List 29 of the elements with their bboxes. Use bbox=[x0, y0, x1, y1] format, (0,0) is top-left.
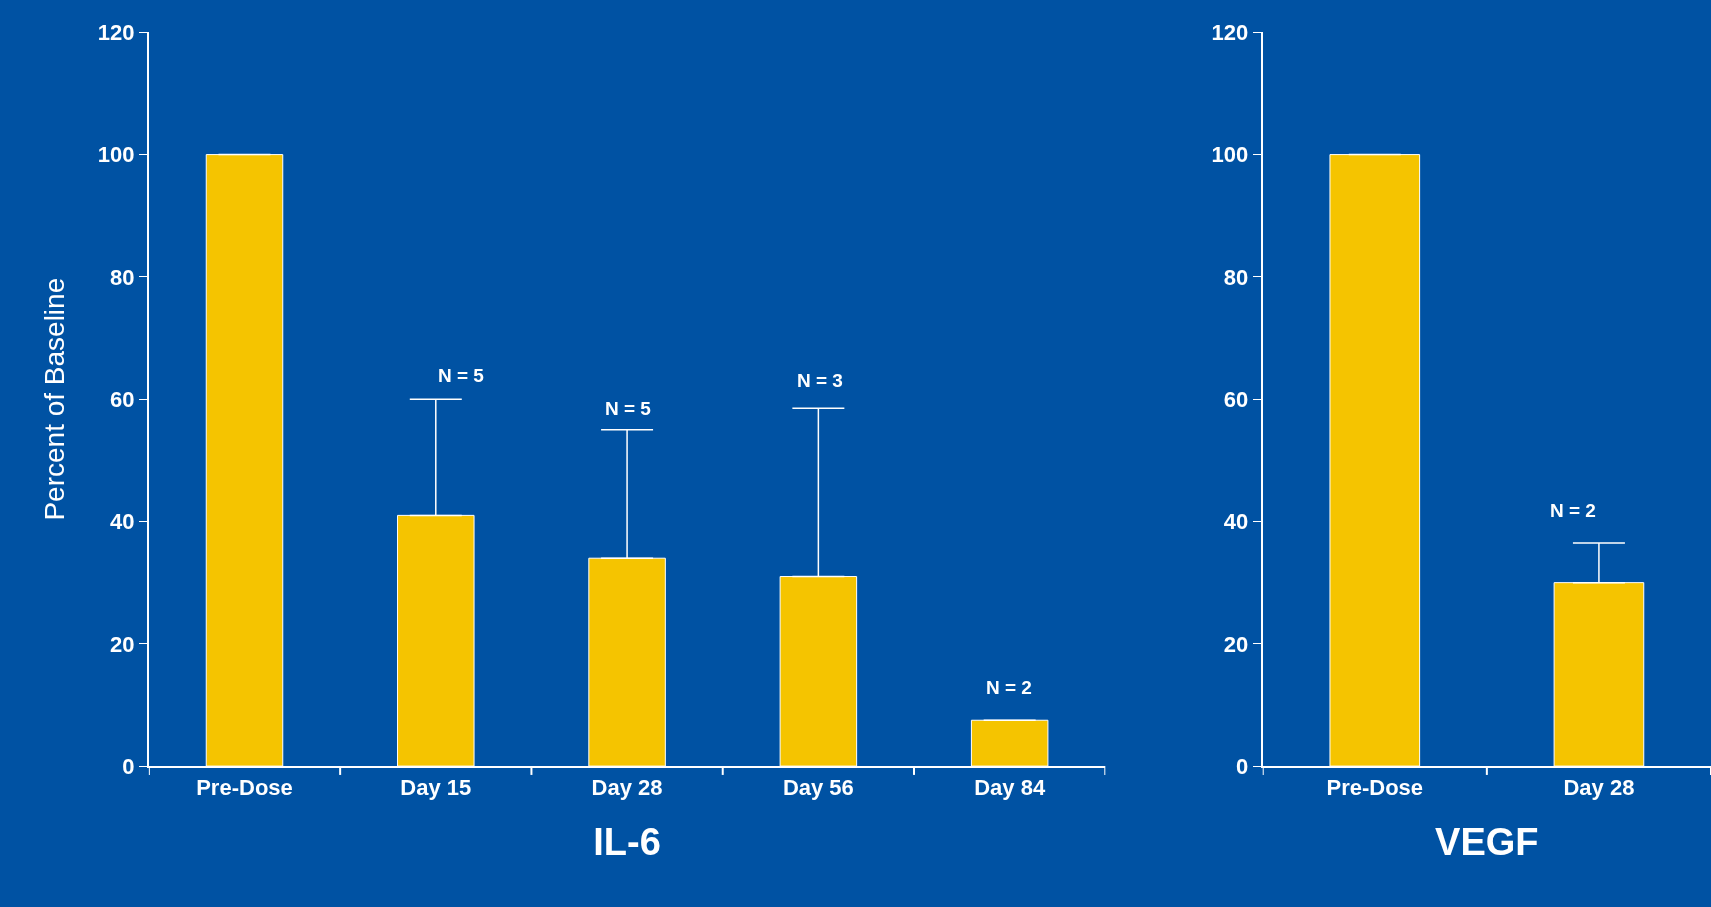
y-tick-label: 100 bbox=[1211, 142, 1249, 168]
y-tick-label: 80 bbox=[109, 264, 135, 290]
y-tick-label: 100 bbox=[97, 142, 135, 168]
x-tick-label: Pre-Dose bbox=[196, 774, 293, 800]
y-tick-label: 120 bbox=[1211, 19, 1249, 45]
annotation: N = 3 bbox=[797, 370, 843, 391]
y-axis-title: Percent of Baseline bbox=[38, 277, 70, 521]
x-tick-label: Day 28 bbox=[1563, 774, 1635, 800]
x-axis-title: IL-6 bbox=[593, 821, 661, 864]
annotation: N = 2 bbox=[1550, 500, 1596, 521]
y-tick-label: 0 bbox=[1236, 753, 1249, 779]
x-tick-label: Day 84 bbox=[974, 774, 1046, 800]
y-tick-label: 60 bbox=[1223, 386, 1249, 412]
y-tick-label: 0 bbox=[122, 753, 135, 779]
y-tick-label: 40 bbox=[109, 509, 135, 535]
x-axis-title: VEGF bbox=[1435, 821, 1539, 864]
y-tick-label: 60 bbox=[109, 386, 135, 412]
y-tick-label: 20 bbox=[109, 631, 135, 657]
annotation: N = 2 bbox=[986, 677, 1032, 698]
y-tick-label: 80 bbox=[1223, 264, 1249, 290]
x-tick-label: Pre-Dose bbox=[1326, 774, 1424, 800]
x-tick-label: Day 56 bbox=[782, 774, 854, 800]
y-tick-label: 20 bbox=[1223, 631, 1249, 657]
x-tick-label: Day 28 bbox=[591, 774, 663, 800]
x-tick-label: Day 15 bbox=[400, 774, 472, 800]
annotation: N = 5 bbox=[438, 365, 485, 386]
y-tick-label: 120 bbox=[97, 19, 135, 45]
y-tick-label: 40 bbox=[1223, 509, 1249, 535]
annotation: N = 5 bbox=[605, 398, 652, 419]
